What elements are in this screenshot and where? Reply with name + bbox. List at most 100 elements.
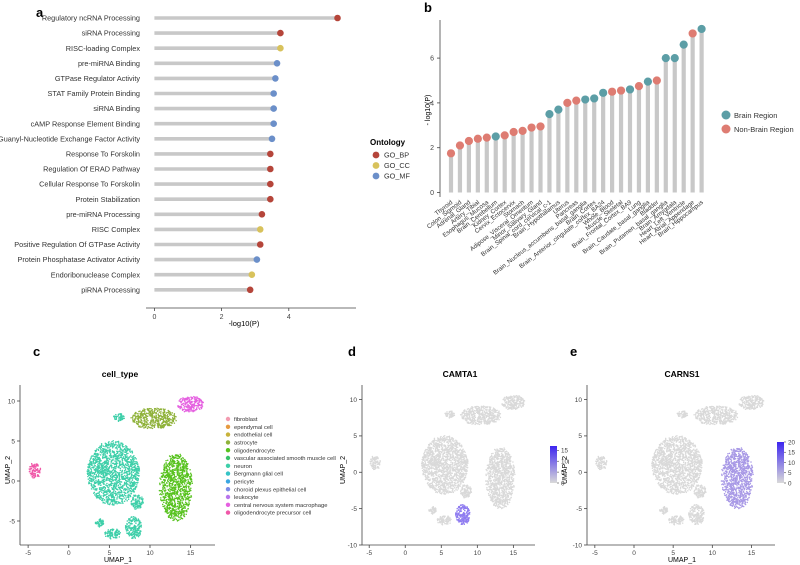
lollipop-point: [491, 132, 500, 141]
term-label: piRNA Processing: [81, 285, 140, 294]
y-tick-label: 10: [8, 398, 16, 405]
lollipop-point: [616, 86, 626, 95]
panel-label-b: b: [424, 0, 432, 15]
plot-title: CARNS1: [665, 369, 700, 379]
y-tick-label: 4: [430, 100, 434, 107]
lollipop-point: [643, 77, 653, 86]
y-tick-label: 10: [575, 397, 583, 404]
legend-swatch: [225, 471, 231, 476]
legend-label: vascular associated smooth muscle cell: [234, 456, 336, 462]
lollipop-point: [272, 75, 279, 82]
cell-cluster: [693, 484, 707, 499]
legend-swatch: [225, 463, 231, 468]
x-tick-label: 5: [108, 550, 112, 557]
x-tick-label: 10: [474, 550, 482, 557]
lollipop-point: [258, 211, 266, 218]
x-tick-label: -5: [366, 550, 372, 557]
cell-cluster: [369, 455, 381, 471]
lollipop-point: [267, 180, 274, 188]
lollipop-point: [590, 94, 599, 103]
legend-swatch: [225, 416, 231, 422]
x-tick-label: 0: [67, 550, 71, 557]
term-label: Cellular Response To Forskolin: [39, 180, 140, 189]
colorbar-tick-label: 5: [788, 470, 792, 477]
y-axis-label: UMAP_2: [562, 456, 569, 484]
cell-cluster: [444, 410, 456, 419]
x-tick-label: 0: [632, 550, 636, 557]
lollipop-point: [527, 123, 536, 132]
lollipop-point: [563, 98, 572, 107]
lollipop-point: [270, 105, 277, 112]
term-label: RISC Complex: [92, 225, 141, 234]
lollipop-point: [277, 29, 284, 37]
cell-cluster: [668, 515, 685, 526]
y-axis-label: - log10(P): [425, 95, 432, 126]
lollipop-point: [670, 53, 679, 63]
y-tick-label: 0: [578, 470, 582, 477]
x-tick-label: 2: [220, 314, 224, 321]
lollipop-point: [267, 165, 274, 173]
legend-swatch: [225, 440, 231, 445]
x-tick-label: 15: [510, 550, 518, 557]
lollipop-point: [554, 105, 563, 114]
lollipop-point: [599, 88, 608, 97]
colorbar: 0 5 10 15: [550, 446, 569, 487]
y-tick-label: -10: [348, 542, 358, 549]
y-tick-label: 5: [353, 433, 357, 440]
colorbar-tick-label: 20: [788, 439, 796, 446]
cell-cluster: [130, 407, 177, 430]
colorbar-tick-label: 0: [788, 480, 792, 487]
legend-label: choroid plexus epithelial cell: [234, 487, 306, 493]
cell-cluster: [676, 410, 689, 419]
y-axis-label: UMAP_2: [5, 456, 12, 484]
lollipop-point: [253, 256, 261, 263]
lollipop-point: [608, 87, 617, 96]
colorbar: 0 5 10 15 20: [777, 439, 796, 487]
cell-cluster: [86, 439, 141, 506]
legend-swatch: [225, 502, 231, 507]
term-label: Guanyl-Nucleotide Exchange Factor Activi…: [0, 134, 140, 143]
cell-cluster: [651, 434, 703, 495]
legend-label: oligodendrocyte precursor cell: [234, 511, 311, 517]
panel-label-d: d: [348, 344, 356, 359]
x-tick-label: 15: [187, 550, 195, 557]
x-axis-label: UMAP_1: [104, 557, 132, 564]
lollipop-point: [464, 136, 473, 146]
legend-swatch: [372, 162, 380, 169]
lollipop-point: [277, 44, 284, 52]
x-tick-label: 5: [671, 550, 675, 557]
colorbar-tick-label: 0: [561, 480, 565, 487]
legend-swatch: [225, 455, 231, 461]
y-tick-label: 0: [11, 478, 15, 485]
x-tick-label: 10: [709, 550, 717, 557]
y-tick-label: -5: [351, 506, 357, 513]
lollipop-point: [625, 85, 635, 94]
lollipop-point: [536, 122, 545, 131]
x-axis-label: -log10(P): [229, 319, 260, 328]
lollipop-point: [334, 14, 341, 22]
cell-cluster: [28, 462, 42, 479]
go-enrichment-chart: Regulatory ncRNA Processing siRNA Process…: [0, 14, 410, 328]
cell-cluster: [94, 518, 105, 528]
term-label: Response To Forskolin: [66, 150, 140, 159]
legend: fibroblast ependymal cell endothelial cell…: [225, 416, 336, 517]
term-label: RISC-loading Complex: [66, 44, 141, 53]
colorbar-tick-label: 5: [561, 469, 565, 476]
y-tick-label: 10: [350, 397, 358, 404]
cell-cluster: [158, 453, 194, 522]
legend-label: Brain Region: [734, 111, 777, 120]
legend-label: Bergmann glial cell: [234, 472, 283, 478]
umap-camta1: CAMTA1 -5 0 5 10 15 -10 -5 0 5 10 UMAP_2 0 5 10 15: [340, 369, 569, 557]
lollipop-point: [248, 271, 256, 279]
legend-label: leukocyte: [234, 495, 259, 501]
panel-label-e: e: [570, 344, 577, 359]
term-label: siRNA Binding: [93, 104, 140, 113]
legend-label: neuron: [234, 464, 252, 470]
term-label: siRNA Processing: [82, 29, 140, 38]
lollipop-point: [679, 40, 688, 49]
lollipop-point: [270, 120, 277, 127]
cell-cluster: [436, 515, 452, 526]
plot-title: CAMTA1: [443, 369, 478, 379]
lollipop-point: [697, 24, 706, 34]
